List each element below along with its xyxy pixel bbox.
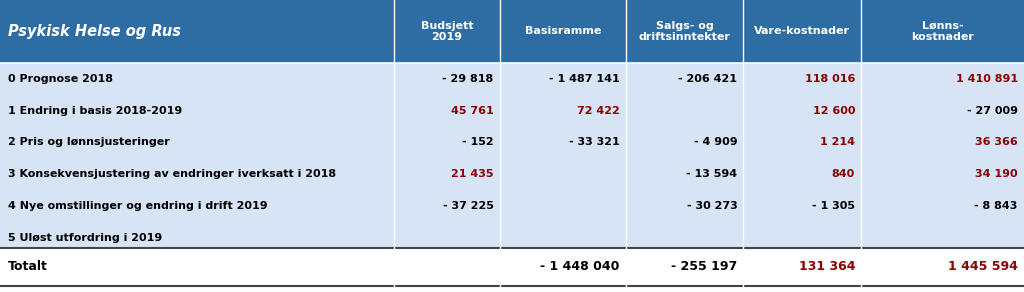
Bar — [394, 95, 500, 126]
Text: 118 016: 118 016 — [805, 74, 855, 84]
Bar — [861, 222, 1024, 254]
Text: 1 445 594: 1 445 594 — [948, 260, 1018, 273]
Text: - 1 305: - 1 305 — [812, 201, 855, 211]
Text: - 8 843: - 8 843 — [975, 201, 1018, 211]
Text: Psykisk Helse og Rus: Psykisk Helse og Rus — [8, 24, 181, 39]
Bar — [500, 222, 626, 254]
Text: 45 761: 45 761 — [451, 106, 494, 116]
Text: - 33 321: - 33 321 — [568, 138, 620, 147]
Text: - 152: - 152 — [462, 138, 494, 147]
Text: 36 366: 36 366 — [975, 138, 1018, 147]
Bar — [0, 63, 394, 95]
Text: 34 190: 34 190 — [975, 169, 1018, 179]
Bar — [500, 0, 626, 63]
Text: - 206 421: - 206 421 — [678, 74, 737, 84]
Text: - 1 487 141: - 1 487 141 — [549, 74, 620, 84]
Bar — [500, 158, 626, 190]
Bar — [626, 222, 743, 254]
Text: Basisramme: Basisramme — [524, 26, 601, 36]
Text: 3 Konsekvensjustering av endringer iverksatt i 2018: 3 Konsekvensjustering av endringer iverk… — [8, 169, 336, 179]
Text: 0 Prognose 2018: 0 Prognose 2018 — [8, 74, 114, 84]
Bar — [743, 222, 861, 254]
Bar — [0, 95, 394, 126]
Bar — [861, 126, 1024, 158]
Bar — [0, 158, 394, 190]
Bar — [394, 222, 500, 254]
Bar — [861, 248, 1024, 286]
Text: 1 410 891: 1 410 891 — [955, 74, 1018, 84]
Bar — [500, 95, 626, 126]
Text: Vare-kostnader: Vare-kostnader — [755, 26, 850, 36]
Bar — [626, 190, 743, 222]
Bar — [394, 126, 500, 158]
Bar — [861, 158, 1024, 190]
Bar — [394, 158, 500, 190]
Bar — [0, 222, 394, 254]
Bar — [743, 63, 861, 95]
Text: Budsjett
2019: Budsjett 2019 — [421, 21, 473, 42]
Text: 4 Nye omstillinger og endring i drift 2019: 4 Nye omstillinger og endring i drift 20… — [8, 201, 268, 211]
Text: - 255 197: - 255 197 — [671, 260, 737, 273]
Bar — [626, 95, 743, 126]
Bar — [626, 63, 743, 95]
Text: - 29 818: - 29 818 — [442, 74, 494, 84]
Text: 1 Endring i basis 2018-2019: 1 Endring i basis 2018-2019 — [8, 106, 182, 116]
Bar — [861, 63, 1024, 95]
Bar — [626, 0, 743, 63]
Bar — [500, 190, 626, 222]
Text: 21 435: 21 435 — [451, 169, 494, 179]
Bar — [626, 158, 743, 190]
Bar — [500, 248, 626, 286]
Bar — [394, 248, 500, 286]
Bar — [743, 190, 861, 222]
Text: 72 422: 72 422 — [577, 106, 620, 116]
Text: 1 214: 1 214 — [820, 138, 855, 147]
Bar — [743, 126, 861, 158]
Text: - 37 225: - 37 225 — [442, 201, 494, 211]
Bar — [500, 126, 626, 158]
Bar — [626, 248, 743, 286]
Bar — [394, 190, 500, 222]
Bar — [861, 0, 1024, 63]
Text: - 27 009: - 27 009 — [967, 106, 1018, 116]
Bar — [743, 248, 861, 286]
Text: 5 Uløst utfordring i 2019: 5 Uløst utfordring i 2019 — [8, 233, 163, 243]
Text: 840: 840 — [831, 169, 855, 179]
Text: - 13 594: - 13 594 — [686, 169, 737, 179]
Text: 12 600: 12 600 — [812, 106, 855, 116]
Bar — [861, 190, 1024, 222]
Bar — [500, 63, 626, 95]
Bar — [626, 126, 743, 158]
Text: 2 Pris og lønnsjusteringer: 2 Pris og lønnsjusteringer — [8, 138, 170, 147]
Text: - 30 273: - 30 273 — [686, 201, 737, 211]
Text: - 4 909: - 4 909 — [693, 138, 737, 147]
Text: - 1 448 040: - 1 448 040 — [540, 260, 620, 273]
Text: 131 364: 131 364 — [799, 260, 855, 273]
Bar — [394, 63, 500, 95]
Bar — [394, 0, 500, 63]
Bar — [743, 95, 861, 126]
Bar — [861, 95, 1024, 126]
Bar — [0, 0, 394, 63]
Text: Salgs- og
driftsinntekter: Salgs- og driftsinntekter — [639, 21, 730, 42]
Bar — [0, 126, 394, 158]
Bar — [0, 190, 394, 222]
Bar — [743, 158, 861, 190]
Bar — [743, 0, 861, 63]
Text: Lønns-
kostnader: Lønns- kostnader — [911, 21, 974, 42]
Text: Totalt: Totalt — [8, 260, 48, 273]
Bar — [0, 248, 394, 286]
